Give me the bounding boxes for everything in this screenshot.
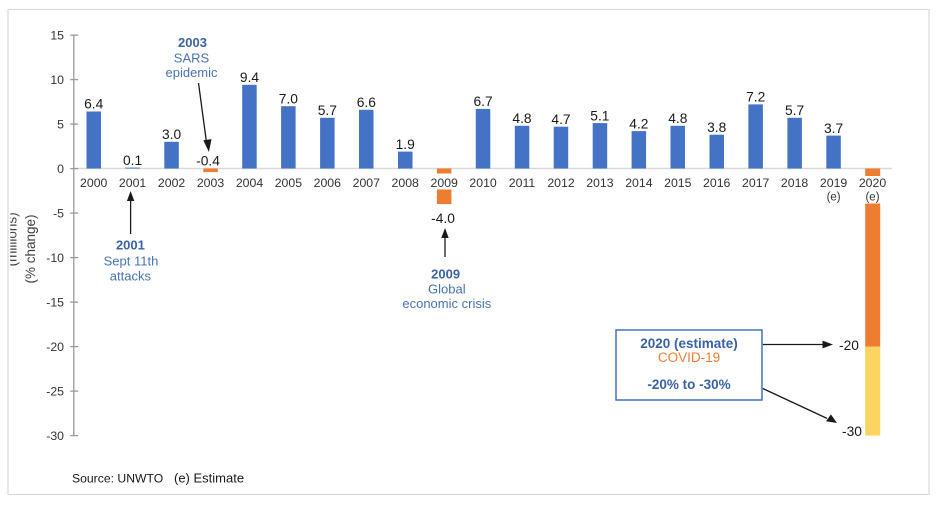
- svg-text:2009: 2009: [431, 266, 460, 281]
- svg-text:-15: -15: [46, 296, 64, 310]
- svg-text:2020 (estimate): 2020 (estimate): [640, 336, 738, 351]
- svg-text:2000: 2000: [80, 176, 108, 190]
- svg-text:SARS: SARS: [174, 50, 210, 65]
- svg-text:2007: 2007: [353, 176, 381, 190]
- svg-text:Global: Global: [428, 281, 466, 296]
- svg-text:2010: 2010: [469, 176, 497, 190]
- svg-text:0.1: 0.1: [123, 153, 142, 168]
- svg-text:2013: 2013: [586, 176, 614, 190]
- svg-text:2020: 2020: [859, 176, 887, 190]
- svg-text:10: 10: [50, 73, 64, 87]
- svg-text:4.7: 4.7: [551, 112, 570, 127]
- svg-text:2004: 2004: [236, 176, 264, 190]
- svg-text:5.1: 5.1: [590, 108, 609, 123]
- svg-text:3.8: 3.8: [707, 120, 727, 135]
- svg-text:Source: UNWTO: Source: UNWTO: [72, 472, 163, 486]
- svg-text:7.2: 7.2: [746, 90, 765, 105]
- svg-text:6.7: 6.7: [474, 94, 493, 109]
- svg-text:0: 0: [57, 162, 64, 176]
- svg-text:COVID-19: COVID-19: [658, 350, 720, 365]
- svg-text:15: 15: [50, 29, 64, 43]
- svg-text:-20: -20: [839, 338, 859, 353]
- svg-text:-10: -10: [46, 251, 64, 265]
- svg-text:Sept 11th: Sept 11th: [104, 254, 159, 269]
- svg-text:6.4: 6.4: [84, 97, 104, 112]
- svg-text:2009: 2009: [431, 176, 459, 190]
- svg-text:5.7: 5.7: [785, 103, 804, 118]
- svg-text:-30: -30: [46, 429, 64, 443]
- svg-text:-20% to -30%: -20% to -30%: [647, 377, 730, 392]
- svg-text:2002: 2002: [158, 176, 186, 190]
- svg-text:5.7: 5.7: [318, 103, 337, 118]
- svg-text:(e) Estimate: (e) Estimate: [174, 471, 244, 486]
- svg-text:2016: 2016: [703, 176, 731, 190]
- svg-text:2008: 2008: [392, 176, 420, 190]
- svg-text:-4.0: -4.0: [431, 211, 455, 226]
- svg-text:3.0: 3.0: [162, 127, 182, 142]
- svg-text:2019: 2019: [820, 176, 848, 190]
- svg-text:1.9: 1.9: [396, 137, 416, 152]
- svg-text:2006: 2006: [314, 176, 342, 190]
- svg-text:9.4: 9.4: [240, 70, 260, 85]
- svg-text:2017: 2017: [742, 176, 770, 190]
- svg-text:2018: 2018: [781, 176, 809, 190]
- svg-text:-20: -20: [46, 340, 64, 354]
- svg-text:2011: 2011: [509, 176, 536, 190]
- svg-text:2001: 2001: [119, 176, 147, 190]
- svg-text:economic crisis: economic crisis: [402, 296, 491, 311]
- svg-text:(e): (e): [827, 192, 841, 204]
- svg-text:attacks: attacks: [110, 269, 152, 284]
- svg-text:-5: -5: [53, 207, 64, 221]
- svg-text:4.8: 4.8: [512, 111, 532, 126]
- svg-text:(% change): (% change): [23, 214, 38, 283]
- svg-text:2012: 2012: [547, 176, 575, 190]
- svg-text:2003: 2003: [197, 176, 225, 190]
- svg-text:7.0: 7.0: [279, 91, 299, 106]
- svg-text:5: 5: [57, 118, 64, 132]
- svg-text:6.6: 6.6: [357, 95, 377, 110]
- svg-text:2014: 2014: [625, 176, 653, 190]
- svg-text:2005: 2005: [275, 176, 303, 190]
- svg-text:2001: 2001: [116, 238, 145, 253]
- svg-text:2003: 2003: [178, 35, 207, 50]
- svg-text:-0.4: -0.4: [196, 154, 220, 169]
- svg-text:epidemic: epidemic: [165, 65, 218, 80]
- svg-text:2015: 2015: [664, 176, 692, 190]
- svg-text:4.2: 4.2: [629, 116, 648, 131]
- svg-text:3.7: 3.7: [824, 121, 843, 136]
- svg-text:-25: -25: [46, 385, 64, 399]
- svg-text:4.8: 4.8: [668, 111, 688, 126]
- svg-text:(e): (e): [865, 192, 879, 204]
- svg-text:-30: -30: [842, 424, 862, 439]
